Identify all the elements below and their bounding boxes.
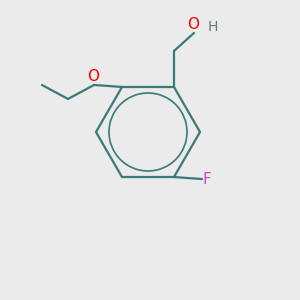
Text: O: O — [87, 69, 99, 84]
Text: F: F — [203, 172, 212, 187]
Text: H: H — [208, 20, 218, 34]
Text: O: O — [187, 17, 199, 32]
